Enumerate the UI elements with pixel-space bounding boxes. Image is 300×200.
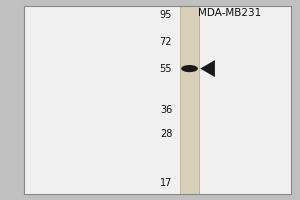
Text: 28: 28 [160,129,172,139]
Text: 72: 72 [160,37,172,47]
Text: 95: 95 [160,10,172,20]
Text: MDA-MB231: MDA-MB231 [198,8,261,18]
Polygon shape [200,60,215,77]
Text: 55: 55 [160,64,172,74]
Ellipse shape [181,65,198,72]
Bar [180,6,199,194]
Text: 17: 17 [160,178,172,188]
Text: 36: 36 [160,105,172,115]
